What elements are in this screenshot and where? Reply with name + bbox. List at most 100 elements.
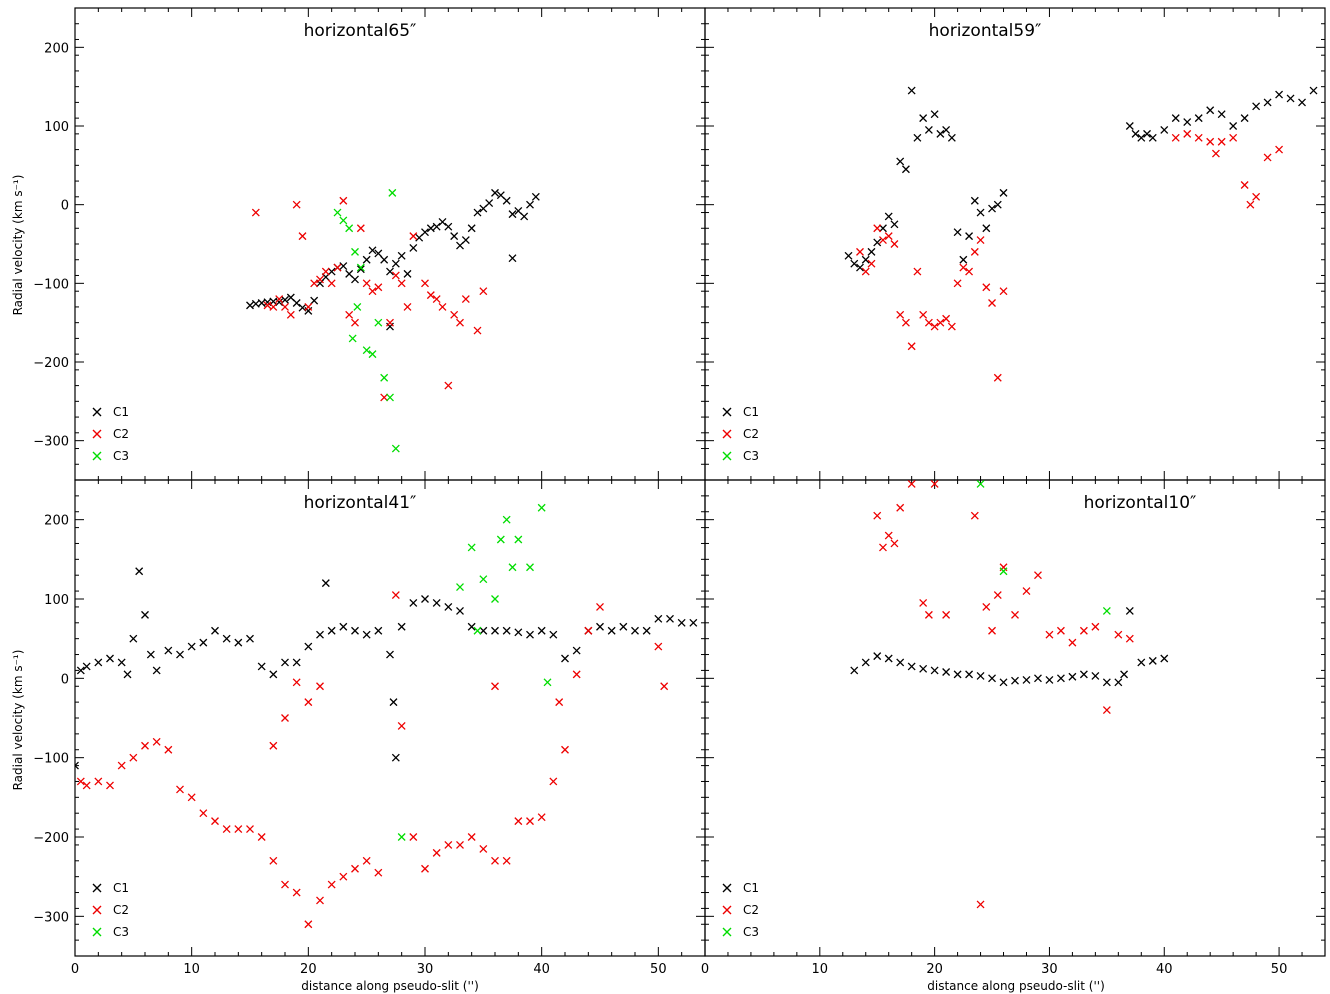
point-c1 [514,628,523,637]
point-c1 [999,678,1008,687]
point-c1 [438,218,447,226]
point-c2 [76,777,85,786]
point-c3 [386,393,394,402]
point-c1 [970,196,979,205]
point-c2 [391,271,400,280]
point-c3 [491,595,499,603]
point-c1 [1137,133,1146,142]
point-c1 [1011,676,1019,685]
point-c2 [930,322,939,331]
point-c1 [919,114,928,123]
point-c1 [959,255,968,264]
point-c1 [1091,671,1100,680]
point-c1 [1160,125,1169,134]
point-c1 [953,670,962,679]
point-c1 [508,254,517,263]
point-c1 [953,228,962,237]
point-c1 [473,208,482,217]
point-c3 [526,563,534,572]
point-c3 [514,535,523,544]
point-c1 [520,212,529,221]
point-c2 [292,200,301,209]
point-c2 [467,833,476,841]
point-c1 [1125,122,1134,130]
x-tick-label: 40 [533,962,550,977]
point-c2 [1114,630,1123,639]
point-c2 [409,232,418,241]
point-c2 [999,563,1008,572]
point-c2 [269,302,278,311]
point-c2 [537,813,546,822]
point-c2 [982,602,991,611]
point-c1 [339,622,348,631]
legend-label-c3: C3 [113,449,129,463]
point-c1 [141,610,149,619]
point-c1 [607,626,616,635]
point-c1 [947,133,956,142]
point-c1 [1114,678,1123,687]
y-axis-title-top: Radial velocity (km s⁻¹) [11,175,25,316]
point-c2 [257,833,266,841]
legend-label-c2: C2 [743,427,759,441]
point-c1 [397,622,406,631]
point-c2 [953,279,962,288]
point-c1 [316,279,324,288]
point-c2 [152,737,161,746]
point-c1 [965,232,974,241]
legend-label-c2: C2 [113,903,129,917]
point-c1 [861,255,870,264]
legend-marker-c1 [92,407,102,417]
point-c1 [351,626,359,635]
point-c2 [1068,638,1077,647]
point-c1 [386,650,394,659]
point-c1 [467,224,476,233]
point-c1 [386,322,394,331]
point-c1 [1143,129,1151,138]
point-c1 [1120,670,1129,679]
point-c2 [1125,634,1134,643]
point-c1 [1045,675,1054,684]
point-c2 [275,295,284,304]
point-c1 [176,650,184,659]
point-c2 [409,833,418,841]
point-c2 [327,279,336,288]
point-c1 [1298,98,1306,107]
point-c3 [999,567,1008,576]
point-c2 [479,844,488,853]
point-c1 [339,262,348,270]
point-c1 [421,228,429,237]
point-c1 [386,267,394,276]
point-c1 [1171,114,1180,123]
point-c1 [368,246,377,255]
y-tick-label: 100 [44,120,69,135]
point-c2 [351,318,359,327]
y-axis-title-bottom: Radial velocity (km s⁻¹) [11,650,25,791]
point-c3 [353,302,362,311]
point-c2 [561,745,569,754]
point-c1 [391,259,400,268]
point-c2 [304,920,313,929]
point-c1 [389,698,398,707]
point-c2 [310,279,319,288]
point-c2 [1240,181,1249,189]
point-c3 [976,480,985,488]
point-c1 [1309,86,1318,95]
point-c2 [1275,145,1284,154]
point-c1 [409,243,418,252]
point-c2 [873,224,882,233]
point-c1 [426,224,435,233]
point-c1 [965,670,974,679]
point-c2 [316,275,324,284]
point-c2 [1045,630,1054,639]
point-c2 [222,825,231,834]
point-c2 [286,310,295,319]
point-c2 [82,781,91,790]
y-tick-label: −300 [33,435,69,450]
point-c1 [619,622,628,631]
point-c2 [988,626,996,635]
data-points [850,480,1169,909]
y-tick-label: 100 [44,593,69,608]
point-c2 [584,626,593,635]
point-c1 [526,630,534,639]
point-c1 [572,646,581,655]
